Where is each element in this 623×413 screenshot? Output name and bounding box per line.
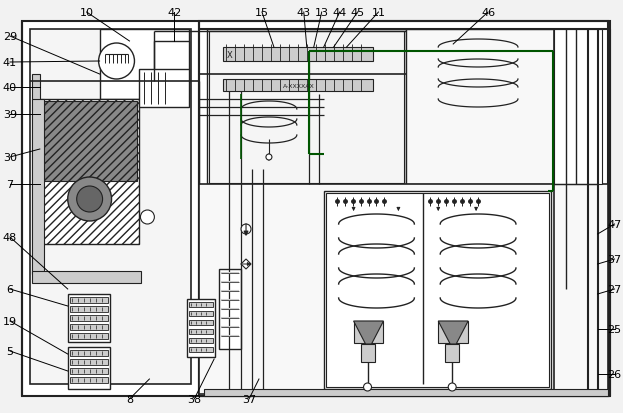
Text: 43: 43 [297,8,311,18]
Bar [70,377,108,383]
Text: 15: 15 [255,8,269,18]
Text: 39: 39 [3,110,17,120]
Bar [70,297,108,303]
Bar [70,306,108,312]
Text: 19: 19 [3,316,17,326]
Circle shape [98,44,135,80]
Bar [219,269,241,349]
Bar [100,30,189,100]
Text: 38: 38 [187,394,201,404]
Bar [324,192,551,389]
Text: 47: 47 [607,219,622,230]
Text: 5: 5 [6,346,14,356]
Text: 40: 40 [3,83,17,93]
Bar [445,344,459,362]
Text: 25: 25 [607,324,622,334]
Bar [32,100,44,274]
Bar [70,333,108,339]
Text: 46: 46 [481,8,495,18]
Text: 37: 37 [607,254,622,264]
Text: 44: 44 [333,8,347,18]
Bar [40,100,140,244]
Text: A·XXXXAX: A·XXXXAX [283,83,315,88]
Bar [70,315,108,321]
Bar [189,302,213,307]
Bar [189,311,213,316]
Text: 7: 7 [6,180,14,190]
Bar [223,80,373,92]
Bar [223,48,373,62]
Text: 13: 13 [315,8,329,18]
Bar [438,321,468,343]
Text: 45: 45 [351,8,364,18]
Bar [70,368,108,374]
Circle shape [266,154,272,161]
Text: 27: 27 [607,284,622,294]
Bar [32,271,141,283]
Bar [204,389,607,396]
Bar [70,359,108,365]
Text: 29: 29 [3,32,17,42]
Bar [354,321,384,343]
Circle shape [364,383,371,391]
Polygon shape [438,321,468,344]
Text: 30: 30 [3,153,17,163]
Text: 26: 26 [607,369,622,379]
Bar [207,30,406,185]
Polygon shape [241,259,251,269]
Bar [554,30,602,185]
Bar [70,350,108,356]
Bar [32,75,40,274]
Text: 11: 11 [371,8,386,18]
Text: 41: 41 [3,58,17,68]
Bar [68,294,110,342]
Bar [70,324,108,330]
Bar [189,320,213,325]
Text: 8: 8 [126,394,133,404]
Text: 6: 6 [6,284,14,294]
Bar [199,22,607,396]
Circle shape [68,178,112,221]
Circle shape [77,187,103,212]
Text: X: X [227,50,233,59]
Bar [189,329,213,334]
Text: 10: 10 [80,8,93,18]
Polygon shape [354,321,384,344]
Bar [188,299,215,357]
Bar [140,70,189,108]
Bar [209,32,404,183]
Text: 48: 48 [3,233,17,242]
Bar [326,194,549,387]
Bar [42,102,138,182]
Circle shape [448,383,456,391]
Bar [189,338,213,343]
Bar [199,185,607,394]
Bar [68,347,110,389]
Circle shape [140,211,155,224]
Bar [30,30,191,384]
Bar [189,347,213,352]
Bar [361,344,374,362]
Bar [406,30,601,185]
Text: 37: 37 [242,394,256,404]
Text: 42: 42 [167,8,181,18]
Circle shape [241,224,251,235]
Bar [155,42,189,84]
